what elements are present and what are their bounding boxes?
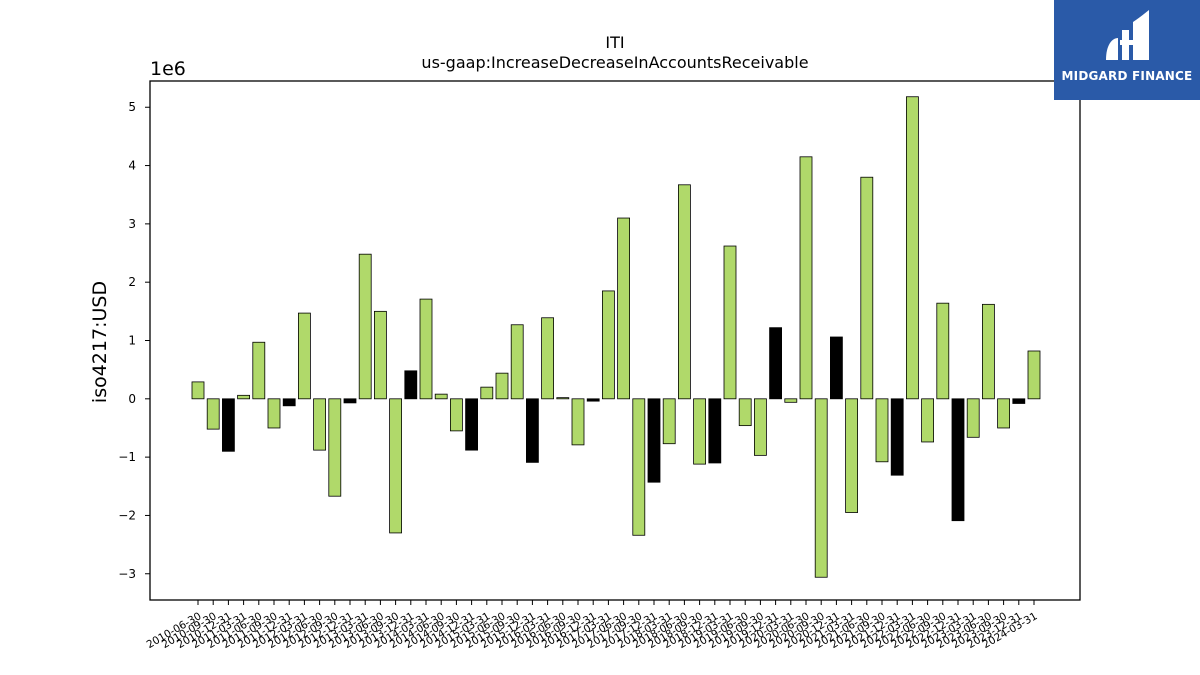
- bar-2021-06-30: [860, 176, 874, 400]
- midgard-logo-icon: [1106, 10, 1149, 60]
- chart-title: ITI: [605, 33, 624, 52]
- bar-2015-09-30: [510, 324, 524, 400]
- bar-2017-06-30: [617, 217, 630, 400]
- bar-2011-06-30: [252, 341, 266, 400]
- bar-2022-12-31: [951, 398, 965, 522]
- bar-2016-12-31: [586, 398, 600, 402]
- bar-2012-12-31: [343, 398, 357, 404]
- bar-2018-06-30: [678, 184, 691, 400]
- bar-2010-12-31: [221, 398, 235, 452]
- bar-2017-12-31: [647, 398, 661, 483]
- bar-2018-03-31: [662, 398, 676, 445]
- bar-2018-12-31: [708, 398, 722, 464]
- bar-2022-09-30: [936, 302, 950, 400]
- bar-2011-03-31: [237, 394, 251, 400]
- y-tick-label: 1: [128, 334, 136, 348]
- bar-2012-09-30: [328, 398, 342, 497]
- bar-2010-09-30: [206, 398, 220, 430]
- bar-2021-12-31: [890, 398, 904, 476]
- midgard-logo: MIDGARD FINANCE: [1054, 0, 1200, 100]
- logo-text: MIDGARD FINANCE: [1061, 69, 1193, 83]
- bar-2017-03-31: [602, 290, 615, 400]
- bar-2022-06-30: [921, 398, 934, 443]
- chart-subtitle: us-gaap:IncreaseDecreaseInAccountsReceiv…: [421, 53, 808, 72]
- y-tick-label: 0: [128, 392, 136, 406]
- bar-2020-06-30: [799, 156, 813, 400]
- bars-group: [191, 96, 1041, 578]
- y-tick-label: −3: [118, 567, 136, 581]
- bar-2016-06-30: [556, 397, 570, 400]
- bar-2019-06-30: [738, 398, 752, 427]
- bar-2012-06-30: [313, 398, 327, 451]
- y-tick-label: 3: [128, 217, 136, 231]
- bar-2014-12-31: [465, 398, 479, 451]
- bar-2015-03-31: [480, 386, 494, 400]
- y-tick-label: 4: [128, 159, 136, 173]
- bar-2020-03-31: [784, 398, 798, 403]
- bar-2010-06-30: [191, 381, 205, 400]
- bar-2011-12-31: [282, 398, 296, 407]
- x-axis-ticks: 2010-06-302010-09-302010-12-312011-03-31…: [145, 600, 1040, 651]
- bar-2016-09-30: [571, 398, 585, 446]
- bar-2016-03-31: [541, 317, 554, 400]
- bar-2011-09-30: [267, 398, 281, 429]
- bar-2023-12-31: [1012, 398, 1026, 404]
- bar-2019-09-30: [754, 398, 767, 456]
- bar-2014-09-30: [449, 398, 463, 432]
- bar-2019-03-31: [723, 245, 737, 400]
- bar-2023-03-31: [966, 398, 980, 438]
- bar-2012-03-31: [297, 312, 311, 400]
- bar-2020-09-30: [814, 398, 828, 578]
- bar-2015-12-31: [526, 398, 539, 463]
- bar-2024-03-31: [1027, 350, 1041, 400]
- bar-2013-09-30: [389, 398, 403, 534]
- y-tick-label: −2: [118, 508, 136, 522]
- bar-2023-06-30: [982, 303, 995, 400]
- bar-2015-06-30: [495, 372, 509, 400]
- bar-2019-12-31: [769, 327, 782, 400]
- bar-2018-09-30: [693, 398, 706, 465]
- bar-2013-06-30: [373, 310, 387, 400]
- bar-2014-03-31: [419, 298, 433, 400]
- y-tick-label: 5: [128, 100, 136, 114]
- y-axis-label: iso4217:USD: [89, 281, 111, 403]
- bar-2020-12-31: [830, 336, 843, 400]
- bar-2014-06-30: [434, 393, 448, 400]
- bar-2021-03-31: [845, 398, 858, 513]
- bar-2021-09-30: [875, 398, 889, 463]
- plot-frame: [149, 80, 1081, 601]
- bar-2013-03-31: [358, 253, 372, 400]
- bar-2023-09-30: [997, 398, 1010, 429]
- y-tick-label: 2: [128, 275, 136, 289]
- bar-2022-03-31: [906, 96, 919, 400]
- bar-2017-09-30: [632, 398, 646, 536]
- y-axis-ticks: −3 −2 −1 0 1 2 3 4 5: [118, 100, 150, 581]
- y-scale-label: 1e6: [150, 58, 186, 80]
- y-tick-label: −1: [118, 450, 136, 464]
- bar-2013-12-31: [404, 370, 418, 400]
